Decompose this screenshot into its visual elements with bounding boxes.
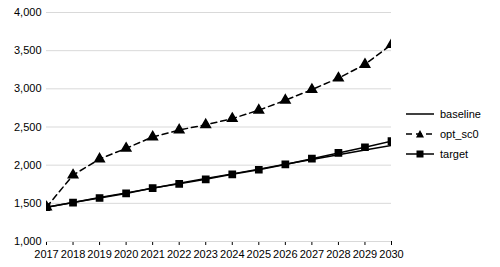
html-text:baseline: baseline [440,107,481,120]
svg-text:1,000: 1,000 [14,235,42,247]
svg-text:2,500: 2,500 [14,121,42,133]
svg-text:2021: 2021 [140,248,164,260]
html-text:opt_sc0: opt_sc0 [440,127,479,140]
svg-text:2029: 2029 [353,248,377,260]
svg-text:3,500: 3,500 [14,44,42,56]
svg-text:2022: 2022 [167,248,191,260]
svg-text:2030: 2030 [379,248,403,260]
svg-text:2018: 2018 [61,248,85,260]
svg-text:2027: 2027 [300,248,324,260]
svg-text:2028: 2028 [326,248,350,260]
svg-text:2025: 2025 [247,248,271,260]
svg-text:2024: 2024 [220,248,244,260]
svg-text:3,000: 3,000 [14,82,42,94]
svg-text:2026: 2026 [273,248,297,260]
svg-text:2019: 2019 [87,248,111,260]
html-text:target: target [440,147,469,160]
svg-text:2,000: 2,000 [14,159,42,171]
svg-text:4,000: 4,000 [14,6,42,18]
svg-text:1,500: 1,500 [14,197,42,209]
svg-text:2020: 2020 [114,248,138,260]
svg-text:2023: 2023 [193,248,217,260]
svg-text:2017: 2017 [34,248,58,260]
